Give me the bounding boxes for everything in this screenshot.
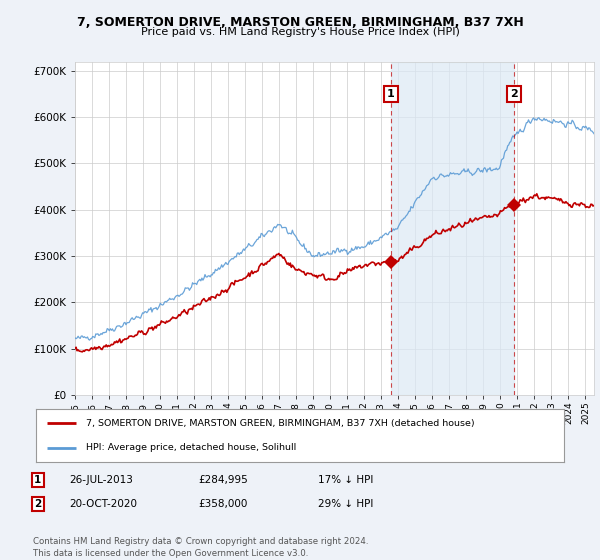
- Bar: [391, 62, 514, 395]
- Text: Contains HM Land Registry data © Crown copyright and database right 2024.
This d: Contains HM Land Registry data © Crown c…: [33, 537, 368, 558]
- Text: 2: 2: [34, 499, 41, 509]
- Text: HPI: Average price, detached house, Solihull: HPI: Average price, detached house, Soli…: [86, 443, 296, 452]
- Text: 17% ↓ HPI: 17% ↓ HPI: [318, 475, 373, 485]
- Text: 26-JUL-2013: 26-JUL-2013: [69, 475, 133, 485]
- Text: 1: 1: [34, 475, 41, 485]
- Text: £358,000: £358,000: [198, 499, 247, 509]
- Text: 2: 2: [510, 89, 518, 99]
- Text: 20-OCT-2020: 20-OCT-2020: [69, 499, 137, 509]
- Text: 7, SOMERTON DRIVE, MARSTON GREEN, BIRMINGHAM, B37 7XH (detached house): 7, SOMERTON DRIVE, MARSTON GREEN, BIRMIN…: [86, 419, 475, 428]
- Text: 1: 1: [387, 89, 395, 99]
- Text: £284,995: £284,995: [198, 475, 248, 485]
- Text: 29% ↓ HPI: 29% ↓ HPI: [318, 499, 373, 509]
- Text: 7, SOMERTON DRIVE, MARSTON GREEN, BIRMINGHAM, B37 7XH: 7, SOMERTON DRIVE, MARSTON GREEN, BIRMIN…: [77, 16, 523, 29]
- Text: Price paid vs. HM Land Registry's House Price Index (HPI): Price paid vs. HM Land Registry's House …: [140, 27, 460, 37]
